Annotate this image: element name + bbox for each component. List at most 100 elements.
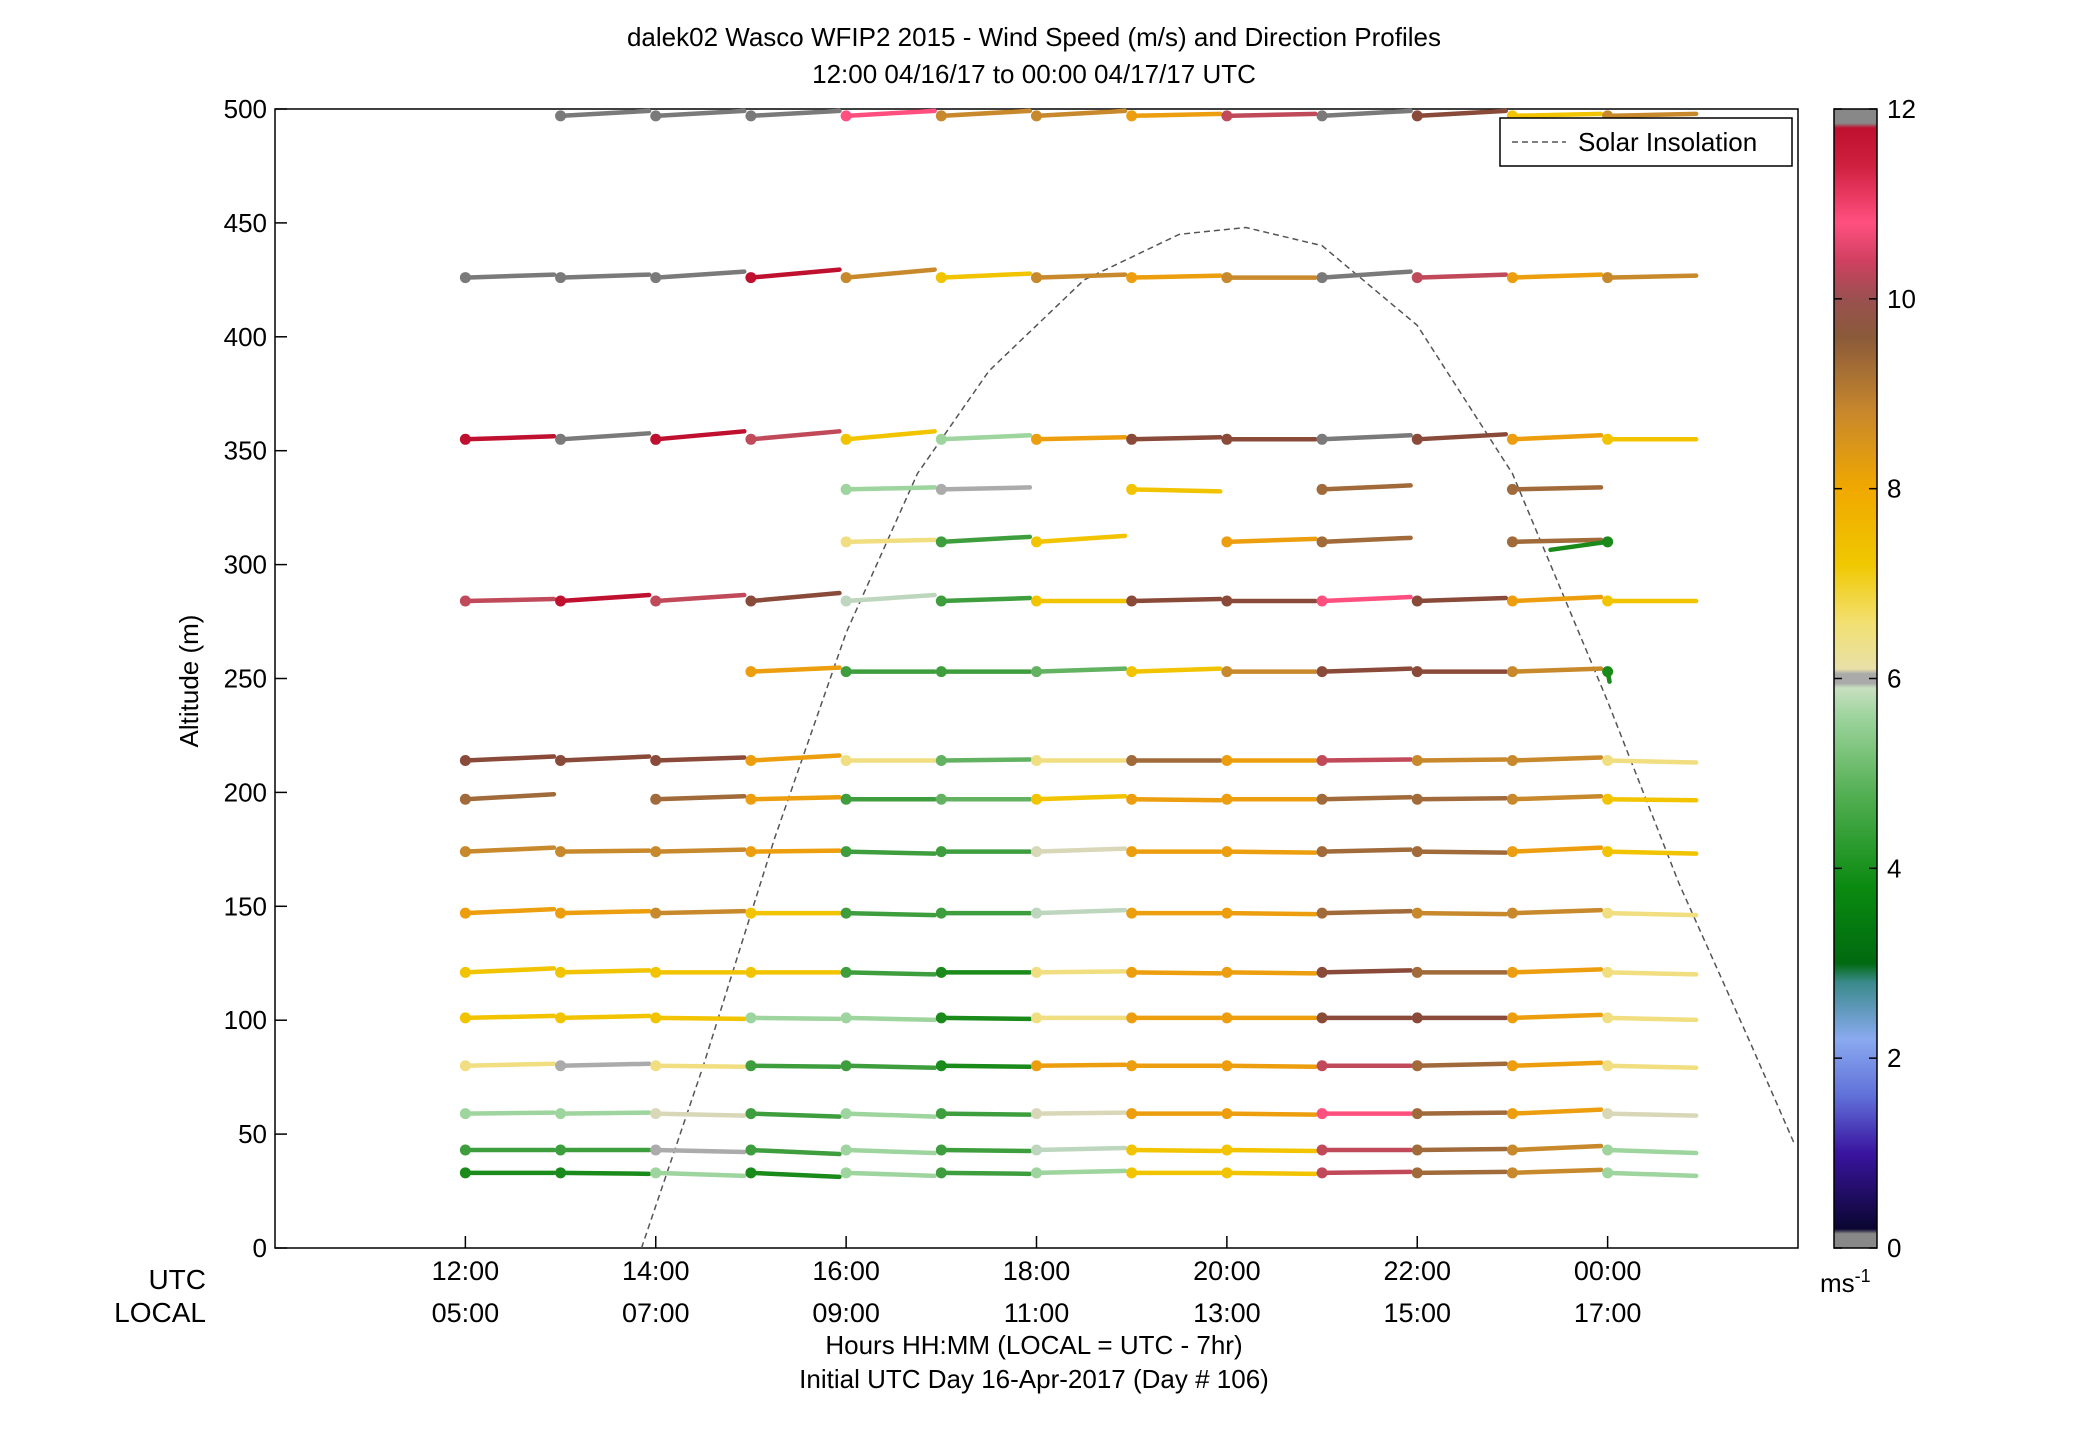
wind-barb-dot [1126,666,1138,678]
wind-barb-dot [1221,272,1233,284]
wind-barb-shaft [1605,1170,1699,1179]
wind-barb-shaft [1129,111,1223,119]
wind-barb-dot [840,793,852,805]
wind-barb-dot [840,1060,852,1072]
wind-barb-shaft [653,847,747,854]
wind-barb-shaft [558,848,652,854]
wind-barb-shaft [1034,1168,1128,1176]
wind-barb-dot [1506,907,1518,919]
wind-barb-dot [1221,110,1233,122]
wind-barb-shaft [1415,595,1509,604]
wind-barb-dot [1221,666,1233,678]
wind-barb-dot [1126,1108,1138,1120]
wind-barb-dot [1316,483,1328,495]
wind-barb-shaft [1605,796,1699,803]
wind-barb-dot [1411,755,1423,767]
wind-barb-dot [840,1167,852,1179]
wind-barb-shaft [653,1063,747,1070]
wind-barb-dot [1411,1060,1423,1072]
wind-barb-dot [935,110,947,122]
wind-barb-dot [650,966,662,978]
wind-barb-dot [650,272,662,284]
wind-barb-shaft [653,108,747,119]
y-tick-label: 500 [224,94,267,124]
wind-barb-shaft [558,1110,652,1116]
wind-barb-shaft [1415,108,1509,119]
wind-barb-shaft [463,845,557,854]
wind-barb-shaft [1510,1167,1604,1176]
wind-barb-dot [745,755,757,767]
wind-barb-shaft [1319,483,1413,492]
wind-barb-shaft [653,755,747,763]
wind-barb-dot [745,110,757,122]
wind-barb-dot [1602,1060,1614,1072]
wind-barb-dot [840,666,852,678]
wind-barb-dot [1506,1060,1518,1072]
wind-barb-dot [935,1144,947,1156]
wind-barb-shaft [1415,1169,1509,1176]
wind-barb-shaft [653,1015,747,1022]
wind-barb-shaft [1224,111,1318,119]
wind-barb-dot [459,1060,471,1072]
wind-barb-dot [1316,433,1328,445]
wind-barb-dot [1221,595,1233,607]
wind-barb-dot [555,1144,567,1156]
wind-barb-dot [935,966,947,978]
wind-barb-shaft [1510,272,1604,280]
wind-barb-dot [1221,966,1233,978]
wind-barb-shaft [1510,1060,1604,1069]
wind-barb-dot [555,1167,567,1179]
wind-barb-dot [1602,1108,1614,1120]
wind-barb-dot [1316,755,1328,767]
wind-barb-dot [1506,966,1518,978]
solar-insolation-curve [640,226,1796,1249]
wind-barb-shaft [653,1170,747,1179]
wind-barb-shaft [1415,1061,1509,1069]
wind-barb-dot [1031,272,1042,284]
wind-barb-shaft [1319,535,1413,545]
wind-barb-dot [1506,793,1518,805]
wind-barb-shaft [1034,969,1128,975]
wind-barb-shaft [1605,758,1699,765]
wind-barb-dot [1316,793,1328,805]
wind-barb-dot [1602,433,1614,445]
wind-barb-dot [840,272,852,284]
wind-barb-shaft [558,1061,652,1069]
x-tick-label-utc: 00:00 [1574,1256,1642,1286]
x-tick-label-local: 11:00 [1004,1298,1070,1328]
colorbar-unit: ms-1 [1820,1266,1871,1298]
wind-barb-shaft [1224,1170,1318,1177]
wind-barb-dot [745,1108,757,1120]
wind-barb-dot [1506,1144,1518,1156]
wind-barb-shaft [1415,272,1509,280]
wind-barb-dot [1602,595,1614,607]
wind-barb-shaft [1034,793,1128,802]
x-tick-label-local: 09:00 [812,1298,880,1328]
wind-barb-shaft [1319,908,1413,916]
wind-barb-dot [1221,433,1233,445]
wind-barb-shaft [843,108,937,119]
wind-barb-dot [650,793,662,805]
wind-barb-dot [1031,793,1042,805]
wind-barb-dot [650,433,662,445]
wind-barb-dot [935,433,947,445]
wind-barb-shaft [939,1170,1033,1177]
x-tick-label-utc: 12:00 [432,1256,500,1286]
wind-barb-dot [1031,907,1042,919]
wind-barb-dot [1602,755,1614,767]
wind-barb-dot [459,433,471,445]
wind-barb-shaft [1034,435,1128,442]
wind-barb-shaft [939,1063,1033,1070]
wind-barb-dot [1602,1167,1614,1179]
wind-barb-shaft [1510,1107,1604,1116]
wind-barb-dot [650,907,662,919]
wind-barb-shaft [939,595,1033,604]
wind-barb-dot [1506,1167,1518,1179]
wind-barb-dot [1031,966,1042,978]
colorbar-tick-label: 0 [1887,1233,1901,1263]
x-tick-label-local: 07:00 [622,1298,690,1328]
y-tick-label: 0 [253,1233,267,1263]
utc-row-label: UTC [148,1264,206,1295]
wind-barb-shaft [463,906,557,916]
